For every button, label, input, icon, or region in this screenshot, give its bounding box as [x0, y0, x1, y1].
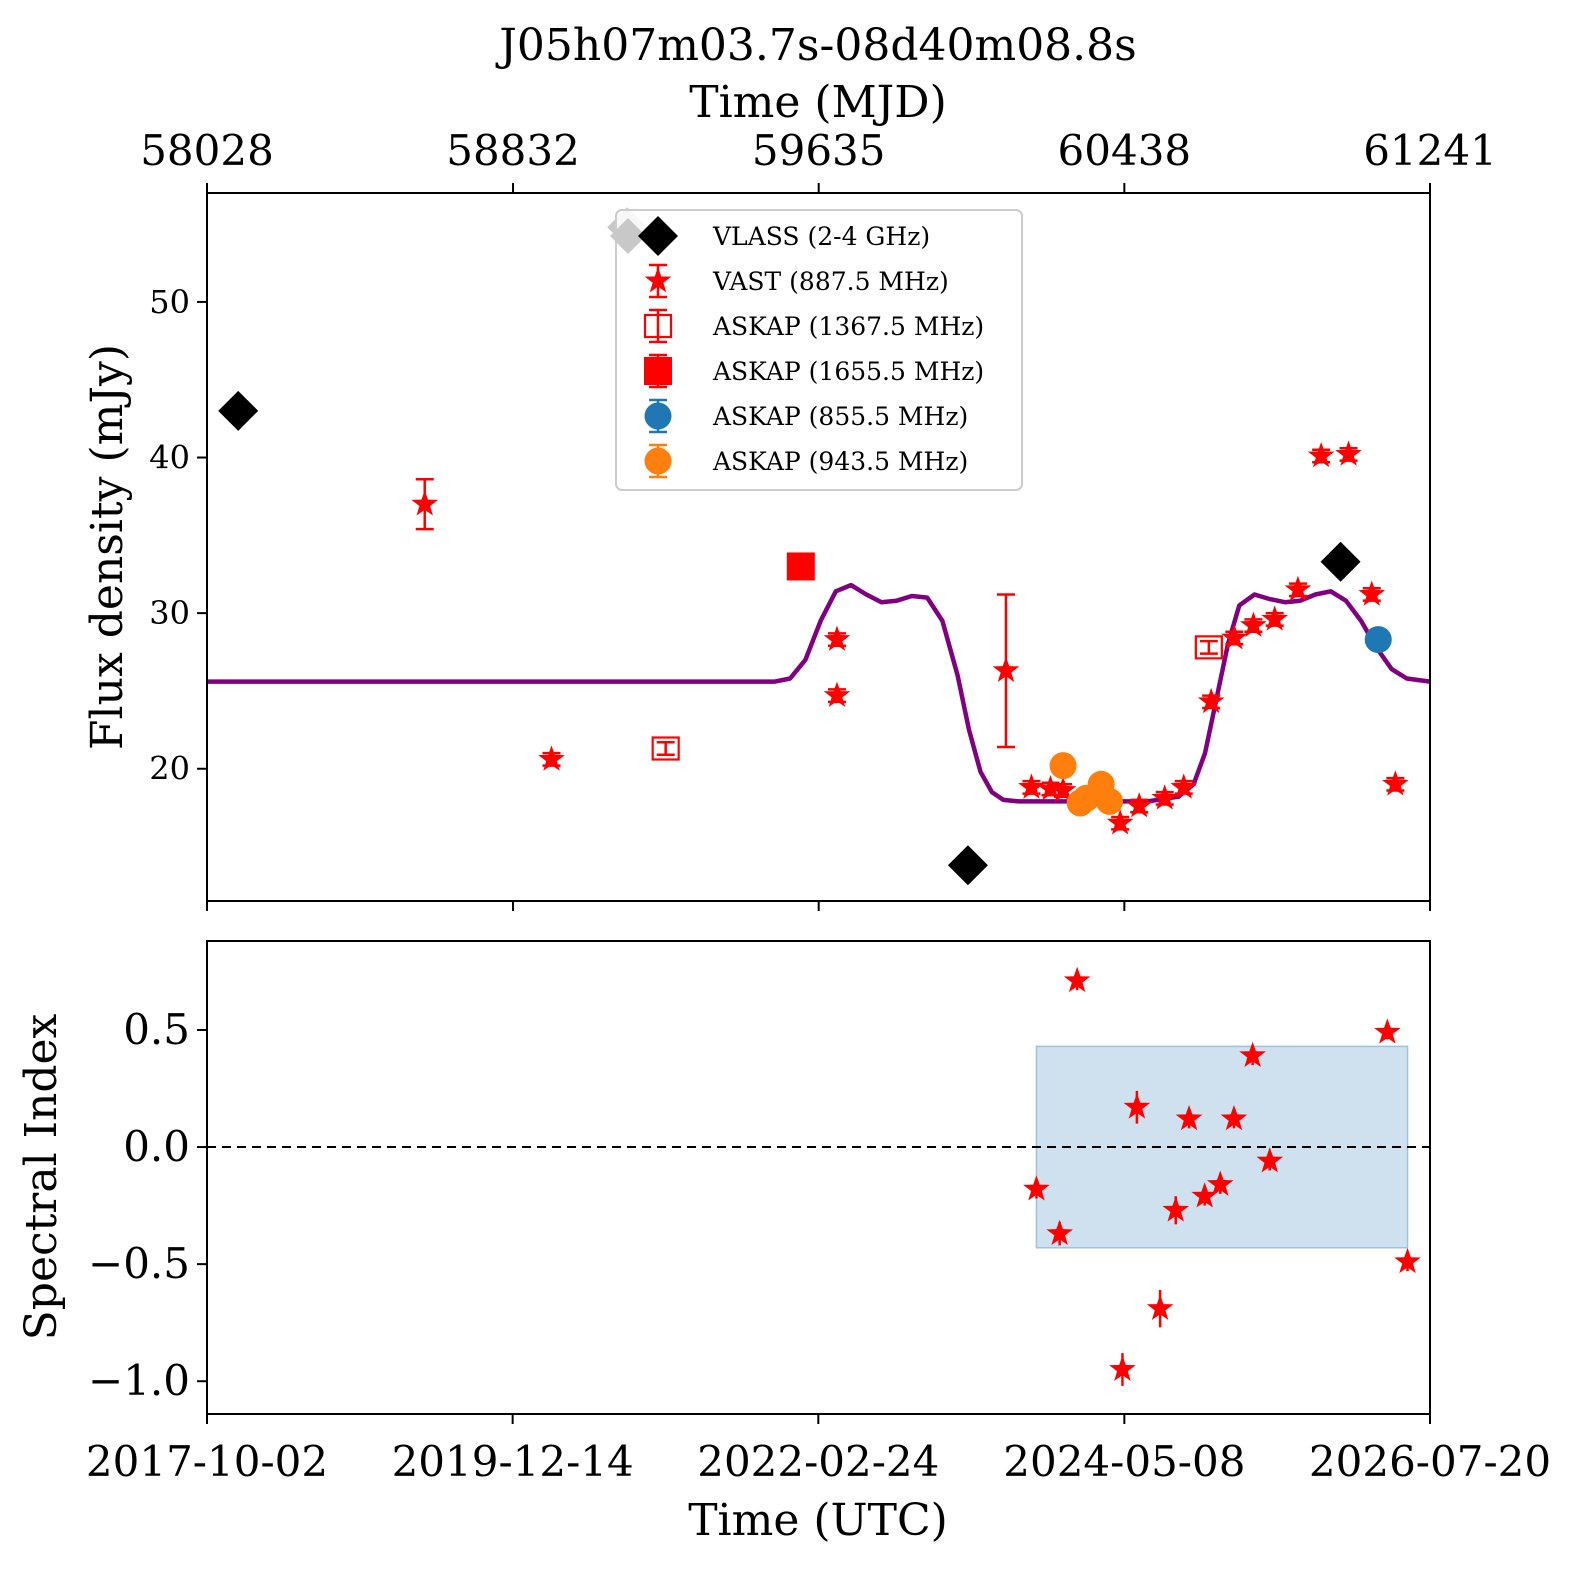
flux-point-circle — [1049, 752, 1077, 780]
spectral-index-panel: 2017-10-02 2019-12-14 2022-02-24 2024-05-08… — [16, 940, 1551, 1546]
flux-point-open-square — [1194, 635, 1223, 660]
legend-marker-circle — [644, 402, 672, 430]
flux-y-tick-label: 40 — [149, 439, 190, 477]
flux-point-star — [1018, 773, 1045, 799]
spectral-index-point — [1146, 1294, 1174, 1320]
legend-marker-faded — [610, 218, 646, 254]
legend-entry-label: ASKAP (855.5 MHz) — [712, 402, 968, 431]
spectral-index-point — [1109, 1355, 1136, 1381]
legend-entry-label: VLASS (2-4 GHz) — [712, 222, 930, 251]
flux-point-square — [786, 552, 815, 581]
flux-point-circle — [1096, 787, 1124, 815]
flux-point-star — [538, 745, 565, 771]
spectral-index-point — [1206, 1170, 1234, 1196]
spectral-index-point — [1220, 1104, 1248, 1131]
flux-point-star — [1261, 605, 1289, 631]
flux-point-star — [823, 625, 851, 651]
legend-marker-open-square — [643, 313, 673, 339]
flux-point-diamond — [1320, 541, 1361, 582]
flux-y-tick-label: 20 — [149, 750, 190, 788]
spectral-index-y-tick-label: −0.5 — [88, 1239, 190, 1288]
top-x-tick-label: 61241 — [1363, 126, 1497, 175]
bottom-x-tick-label: 2017-10-02 — [86, 1437, 328, 1486]
flux-point-open-square — [651, 736, 680, 761]
model-curve — [207, 582, 1431, 804]
spectral-index-point — [1256, 1147, 1284, 1173]
top-x-tick-label: 58028 — [140, 126, 274, 175]
bottom-x-tick-label: 2019-12-14 — [392, 1437, 634, 1486]
spectral-index-points — [1023, 966, 1421, 1386]
legend-entry-label: ASKAP (943.5 MHz) — [712, 447, 968, 476]
bottom-x-tick-label: 2026-07-20 — [1309, 1437, 1551, 1486]
spectral-index-point — [1191, 1182, 1218, 1208]
flux-point-star — [1307, 441, 1335, 468]
flux-point-star — [1358, 580, 1386, 606]
chart-title: J05h07m03.7s-08d40m08.8s — [495, 20, 1137, 71]
legend-marker-square — [644, 357, 672, 385]
flux-point-star — [1240, 611, 1267, 637]
flux-point-circle — [1066, 789, 1094, 817]
spectral-index-point — [1394, 1247, 1421, 1274]
spectral-index-axis-ticks: 2017-10-02 2019-12-14 2022-02-24 2024-05-08… — [86, 1005, 1551, 1486]
flux-point-star — [1049, 776, 1077, 802]
bottom-x-axis-label: Time (UTC) — [688, 1495, 948, 1546]
spectral-index-y-tick-label: 0.0 — [123, 1122, 190, 1171]
flux-y-tick-label: 50 — [149, 283, 190, 321]
flux-point-star — [1335, 440, 1362, 466]
flux-point-diamond — [218, 390, 259, 431]
top-x-tick-label: 60438 — [1058, 126, 1192, 175]
spectral-index-point — [1374, 1018, 1401, 1044]
legend-entry-label: ASKAP (1367.5 MHz) — [712, 312, 984, 341]
bottom-x-tick-label: 2022-02-24 — [697, 1437, 939, 1486]
spectral-index-point — [1175, 1104, 1203, 1131]
top-x-tick-label: 58832 — [446, 126, 580, 175]
flux-panel: 58028 58832 59635 60438 61241 20 30 40 50 Flux d… — [82, 126, 1497, 911]
flux-point-star — [1221, 624, 1248, 650]
spectral-index-point — [1123, 1093, 1151, 1119]
flux-point-star — [1037, 774, 1064, 801]
spectral-index-point — [1023, 1175, 1050, 1201]
legend: VLASS (2-4 GHz) VAST (887.5 MHz) ASKAP (13… — [610, 209, 1023, 491]
legend-marker-star — [644, 267, 672, 293]
spectral-index-y-tick-label: 0.5 — [123, 1005, 190, 1054]
legend-frame — [615, 209, 1023, 491]
spectral-index-y-tick-label: −1.0 — [88, 1356, 190, 1405]
top-x-axis-label: Time (MJD) — [689, 77, 946, 128]
legend-entry-label: ASKAP (1655.5 MHz) — [712, 357, 984, 386]
spectral-index-point — [1046, 1219, 1073, 1246]
flux-point-star — [823, 681, 851, 707]
flux-point-star — [411, 490, 439, 516]
spectral-index-y-axis-label: Spectral Index — [16, 1013, 67, 1340]
flux-point-star — [1382, 770, 1409, 796]
flux-point-diamond — [947, 845, 988, 886]
bottom-x-tick-label: 2024-05-08 — [1003, 1437, 1245, 1486]
flux-point-circle — [1364, 626, 1392, 654]
legend-entry-label: VAST (887.5 MHz) — [712, 267, 949, 296]
flux-y-tick-label: 30 — [149, 594, 190, 632]
model-curve-line — [207, 582, 1431, 804]
flux-point-star — [1197, 687, 1225, 714]
top-x-tick-label: 59635 — [752, 126, 886, 175]
spectral-index-point — [1239, 1041, 1266, 1068]
flux-point-star — [1106, 809, 1134, 835]
flux-point-star — [1170, 773, 1198, 799]
legend-marker-circle — [644, 447, 672, 475]
legend-marker-diamond — [638, 216, 678, 256]
flux-y-axis-label: Flux density (mJy) — [82, 344, 133, 750]
flux-point-star — [1125, 792, 1153, 818]
flux-point-star — [1151, 784, 1179, 810]
flux-point-star — [1284, 575, 1312, 602]
spectral-index-point — [1063, 966, 1091, 993]
spectral-index-point — [1162, 1196, 1190, 1222]
flux-axis-ticks: 58028 58832 59635 60438 61241 20 30 40 50 — [140, 126, 1497, 911]
flux-point-star — [992, 656, 1020, 683]
